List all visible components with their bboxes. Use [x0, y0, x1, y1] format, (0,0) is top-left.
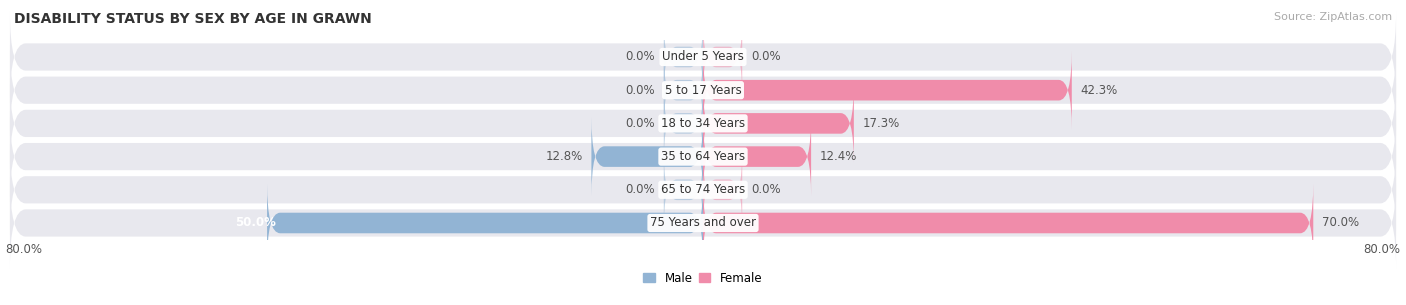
Text: 50.0%: 50.0% [235, 217, 276, 229]
Text: 12.8%: 12.8% [546, 150, 582, 163]
FancyBboxPatch shape [703, 17, 742, 96]
FancyBboxPatch shape [664, 150, 703, 229]
FancyBboxPatch shape [664, 51, 703, 130]
Text: 0.0%: 0.0% [626, 117, 655, 130]
Text: 0.0%: 0.0% [626, 84, 655, 97]
Text: 0.0%: 0.0% [751, 183, 780, 196]
FancyBboxPatch shape [10, 144, 1396, 236]
Text: 0.0%: 0.0% [626, 51, 655, 63]
FancyBboxPatch shape [592, 117, 703, 196]
Text: 35 to 64 Years: 35 to 64 Years [661, 150, 745, 163]
FancyBboxPatch shape [10, 177, 1396, 269]
Text: 0.0%: 0.0% [751, 51, 780, 63]
Text: 80.0%: 80.0% [1364, 243, 1400, 256]
Text: 75 Years and over: 75 Years and over [650, 217, 756, 229]
FancyBboxPatch shape [10, 77, 1396, 170]
Text: Source: ZipAtlas.com: Source: ZipAtlas.com [1274, 12, 1392, 22]
FancyBboxPatch shape [703, 150, 742, 229]
FancyBboxPatch shape [10, 110, 1396, 203]
Text: 0.0%: 0.0% [626, 183, 655, 196]
FancyBboxPatch shape [703, 117, 811, 196]
Text: 80.0%: 80.0% [6, 243, 42, 256]
Text: Under 5 Years: Under 5 Years [662, 51, 744, 63]
Text: 18 to 34 Years: 18 to 34 Years [661, 117, 745, 130]
FancyBboxPatch shape [10, 44, 1396, 136]
Text: 70.0%: 70.0% [1322, 217, 1360, 229]
Text: 17.3%: 17.3% [862, 117, 900, 130]
FancyBboxPatch shape [10, 11, 1396, 103]
FancyBboxPatch shape [703, 184, 1313, 263]
Text: 5 to 17 Years: 5 to 17 Years [665, 84, 741, 97]
FancyBboxPatch shape [664, 84, 703, 163]
Legend: Male, Female: Male, Female [638, 267, 768, 289]
FancyBboxPatch shape [664, 17, 703, 96]
FancyBboxPatch shape [703, 51, 1071, 130]
Text: 65 to 74 Years: 65 to 74 Years [661, 183, 745, 196]
Text: DISABILITY STATUS BY SEX BY AGE IN GRAWN: DISABILITY STATUS BY SEX BY AGE IN GRAWN [14, 12, 371, 26]
FancyBboxPatch shape [703, 84, 853, 163]
Text: 42.3%: 42.3% [1080, 84, 1118, 97]
Text: 12.4%: 12.4% [820, 150, 858, 163]
FancyBboxPatch shape [267, 184, 703, 263]
